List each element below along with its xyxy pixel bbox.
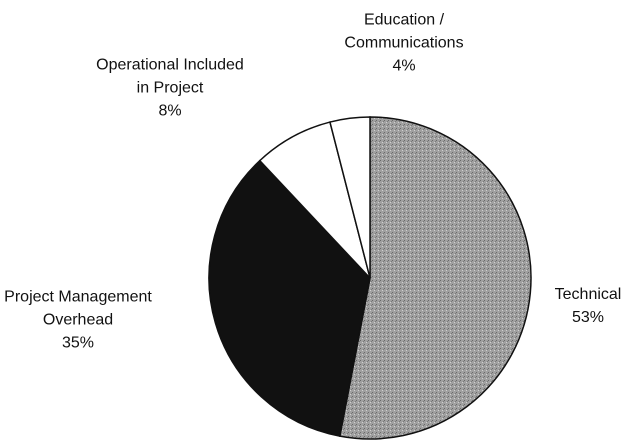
slice-label: Project Management Overhead 35%: [4, 286, 152, 355]
pie-slice: [338, 116, 532, 440]
value-label: 8%: [158, 102, 182, 120]
slice-label: Education / Communications 4%: [344, 9, 463, 78]
value-label: 53%: [571, 309, 605, 326]
pie-slice: [208, 159, 371, 438]
category-name: Project Management Overhead: [4, 288, 152, 329]
value-label: 4%: [392, 57, 416, 75]
slice-label: Technical 53%: [555, 283, 622, 329]
category-name: Technical: [554, 286, 622, 303]
value-label: 35%: [61, 334, 95, 352]
pie-slice: [329, 116, 371, 279]
category-name: Education / Communications: [344, 11, 464, 52]
slice-label: Operational Included in Project 8%: [96, 54, 244, 123]
category-name: Operational Included in Project: [96, 56, 244, 97]
